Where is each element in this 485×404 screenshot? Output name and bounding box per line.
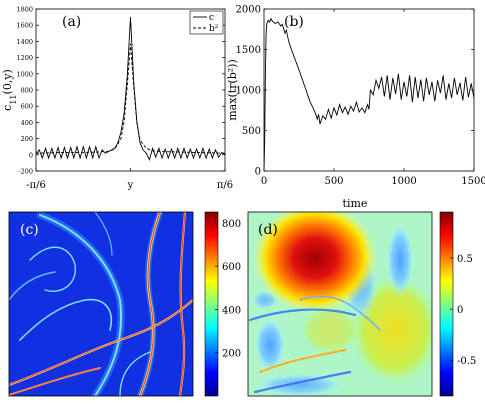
panel-c-colorbar-tick-label: 200 (222, 349, 241, 360)
panel-b-xtick-label: 1000 (391, 176, 416, 187)
panel-a-ylabel: c11(0,y) (1, 69, 18, 111)
series-b2-line (36, 43, 225, 154)
panel-d-colorbar-tick-label: 0.5 (457, 254, 473, 265)
panel-b-ytick-label: 500 (242, 126, 261, 137)
panel-d-colorbar-tick-label: -0.5 (457, 356, 476, 367)
panel-a-ytick-label: 1000 (16, 70, 33, 78)
panel-b-xtick-label: 500 (324, 176, 343, 187)
legend-c-label: c (209, 13, 214, 23)
panel-b-ytick-label: 0 (255, 167, 261, 178)
panel-a-xtick-label: π/6 (217, 180, 233, 191)
panel-b-line-chart: 0 500 1000 1500 2000 0 500 1000 1500 (b) time m… (226, 5, 485, 211)
panel-d-colorbar-tick-label: 0 (457, 305, 463, 316)
panel-b-xtick-label: 1500 (461, 176, 485, 187)
panel-a-ytick-label: 800 (21, 87, 33, 95)
panel-a-ytick-label: 1800 (16, 6, 33, 14)
panel-d-colorbar (439, 211, 454, 397)
panel-a-xtick-label: y (127, 180, 134, 191)
panel-c-frame (8, 211, 194, 397)
legend-b2-label: b² (209, 24, 219, 34)
panel-b-label: (b) (284, 14, 304, 30)
panel-c-heatmap: (c) 200 400 600 800 (8, 211, 241, 397)
series-max-trace-line (264, 17, 474, 171)
panel-a-ytick-label: 1200 (16, 54, 33, 62)
panel-d-label: (d) (258, 222, 278, 238)
panel-d-filaments (248, 295, 381, 394)
panel-a-ytick-label: 600 (21, 103, 33, 111)
series-c-line (36, 17, 225, 161)
panel-b-xtick-label: 0 (261, 176, 267, 187)
panel-c-field (9, 212, 193, 396)
panel-c-colorbar-tick-label: 800 (222, 219, 241, 230)
panel-a-ytick-label: 1600 (16, 22, 33, 30)
panel-a-ytick-label: 200 (21, 135, 33, 143)
panel-c-label: (c) (20, 222, 39, 238)
panel-a-ytick-label: 400 (21, 119, 33, 127)
panel-c-colorbar-tick-label: 600 (222, 262, 241, 273)
panel-a-ytick-label: -200 (18, 168, 33, 176)
panel-b-xlabel: time (343, 197, 368, 210)
panel-c-filaments (9, 212, 193, 396)
panel-b-axes-frame (263, 8, 475, 172)
panel-b-ytick-label: 2000 (236, 5, 261, 16)
panel-d-heatmap: (d) -0.5 0 0.5 (247, 211, 476, 397)
panel-b-ytick-label: 1500 (236, 45, 261, 56)
panel-b-ytick-label: 1000 (236, 86, 261, 97)
panel-a-legend: c b² (189, 10, 224, 35)
panel-a-ytick-label: 1400 (16, 38, 33, 46)
panel-b-ylabel: max(tr(b²)) (226, 59, 239, 121)
panel-a-ytick-label: 0 (29, 151, 33, 159)
panel-a-label: (a) (62, 14, 81, 30)
panel-d-frame (247, 211, 433, 397)
panel-c-colorbar (204, 211, 219, 397)
panel-a-line-chart: -200 0 200 400 600 800 1000 1200 1400 1600 1800 -π… (1, 6, 233, 192)
panel-a-xtick-label: -π/6 (26, 180, 46, 191)
panel-c-colorbar-tick-label: 400 (222, 305, 241, 316)
